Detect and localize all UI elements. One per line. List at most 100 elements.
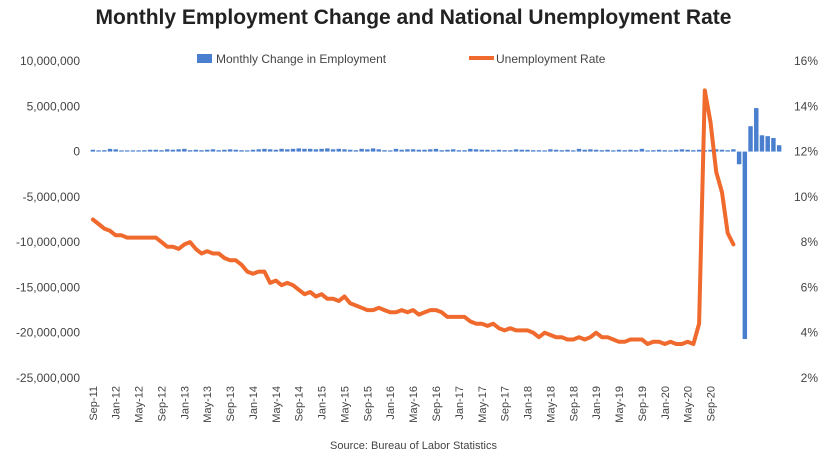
employment-change-bar: [553, 149, 559, 152]
employment-change-bar: [731, 149, 736, 152]
x-axis-tick-label: May-16: [408, 386, 420, 423]
employment-change-bar: [656, 149, 662, 152]
employment-change-bar: [502, 150, 507, 152]
employment-change-bar: [742, 151, 748, 340]
employment-change-bar: [107, 148, 113, 152]
employment-change-bar: [485, 149, 490, 152]
legend-label-employment-change: Monthly Change in Employment: [216, 52, 387, 66]
employment-change-bar: [170, 149, 176, 152]
employment-change-bar: [124, 150, 130, 152]
employment-change-bar: [588, 149, 593, 152]
x-axis-tick-label: Jan-12: [111, 386, 123, 420]
right-axis-tick-label: 4%: [801, 326, 819, 340]
x-axis: Sep-11 Jan-12 May-12 Sep-12 Jan-13 May-13 Sep-…: [88, 386, 718, 423]
employment-change-bar: [525, 149, 530, 152]
x-axis-tick-label: May-12: [134, 386, 146, 423]
employment-change-bar: [290, 148, 296, 152]
employment-change-bar: [296, 148, 301, 152]
employment-change-bar: [605, 149, 610, 152]
x-axis-tick-label: Sep-18: [568, 386, 580, 421]
employment-change-bar: [330, 149, 336, 152]
employment-change-bar: [776, 145, 782, 152]
right-axis-tick-label: 16%: [794, 54, 818, 68]
x-axis-tick-label: Jan-17: [454, 386, 466, 420]
right-axis-tick-label: 2%: [801, 371, 819, 385]
right-axis-tick-label: 14%: [794, 99, 818, 113]
employment-change-bar: [347, 149, 353, 152]
employment-change-bar: [267, 149, 273, 152]
employment-change-bar: [473, 149, 479, 152]
employment-change-bar: [176, 149, 181, 152]
left-y-axis: 10,000,000 5,000,000 0 -5,000,000 -10,000,00…: [16, 54, 80, 385]
left-axis-tick-label: 5,000,000: [27, 99, 81, 113]
employment-change-bar: [622, 150, 627, 152]
employment-change-bar: [210, 149, 216, 152]
employment-change-bar: [508, 150, 513, 152]
employment-change-bar: [136, 150, 141, 152]
left-axis-tick-label: -20,000,000: [16, 326, 80, 340]
x-axis-tick-label: Jan-13: [179, 386, 191, 420]
right-axis-tick-label: 10%: [794, 190, 818, 204]
employment-change-bar: [433, 148, 439, 152]
employment-change-bar: [719, 149, 725, 152]
employment-change-bar: [233, 149, 239, 152]
employment-change-bar: [616, 149, 622, 152]
right-axis-tick-label: 8%: [801, 235, 819, 249]
employment-change-bar: [496, 149, 502, 152]
employment-change-bar: [193, 149, 199, 152]
x-axis-tick-label: Jan-19: [591, 386, 603, 420]
employment-change-bar: [611, 150, 616, 152]
employment-change-bar: [439, 150, 444, 152]
x-axis-tick-label: Sep-12: [156, 386, 168, 421]
employment-change-bar: [142, 150, 147, 152]
right-axis-tick-label: 6%: [801, 280, 819, 294]
employment-change-bar: [479, 149, 484, 152]
employment-change-bar: [90, 149, 96, 152]
employment-change-bar: [113, 149, 118, 152]
employment-change-bar: [668, 150, 673, 152]
x-axis-tick-label: Sep-19: [637, 386, 649, 421]
employment-change-bar: [456, 150, 462, 152]
x-axis-tick-label: May-13: [202, 386, 214, 423]
employment-change-bar: [685, 149, 690, 152]
x-axis-tick-label: Sep-14: [294, 386, 306, 421]
employment-change-bar: [119, 150, 124, 152]
left-axis-tick-label: -10,000,000: [16, 235, 80, 249]
source-note: Source: Bureau of Labor Statistics: [330, 440, 497, 452]
unemployment-rate-line: [90, 88, 736, 346]
employment-change-bar: [651, 150, 656, 152]
employment-change-bar: [313, 149, 319, 152]
employment-change-bar: [582, 149, 587, 152]
x-axis-tick-label: Jan-16: [385, 386, 397, 420]
employment-change-bar: [765, 136, 770, 152]
employment-change-bar: [736, 151, 742, 165]
employment-change-bar: [370, 148, 376, 152]
chart-title: Monthly Employment Change and National U…: [95, 6, 732, 29]
employment-change-bar: [490, 150, 496, 152]
employment-change-bar: [250, 149, 256, 152]
employment-change-bar: [182, 148, 187, 152]
employment-change-bar: [748, 126, 753, 152]
employment-change-bar: [147, 149, 153, 152]
employment-change-bar: [187, 150, 193, 152]
x-axis-tick-label: Sep-20: [706, 386, 718, 421]
x-axis-tick-label: Sep-17: [500, 386, 512, 421]
employment-change-bar: [325, 148, 330, 152]
legend-label-unemployment-rate: Unemployment Rate: [496, 52, 606, 66]
left-axis-tick-label: -25,000,000: [16, 371, 80, 385]
employment-change-bar: [365, 149, 370, 152]
employment-change-bar: [593, 149, 599, 152]
employment-change-bar: [130, 150, 136, 152]
x-axis-tick-label: Sep-11: [88, 386, 100, 421]
employment-change-bar: [336, 148, 342, 152]
employment-change-bar: [216, 150, 221, 152]
employment-change-bar: [708, 149, 713, 152]
employment-change-bar: [256, 149, 261, 152]
employment-change-bar: [376, 149, 382, 152]
x-axis-tick-label: May-20: [683, 386, 695, 423]
legend-swatch-employment-change: [197, 54, 212, 63]
x-axis-tick-label: May-15: [339, 386, 351, 423]
unemployment-rate-line-path: [90, 88, 736, 346]
employment-change-bar: [599, 150, 605, 152]
